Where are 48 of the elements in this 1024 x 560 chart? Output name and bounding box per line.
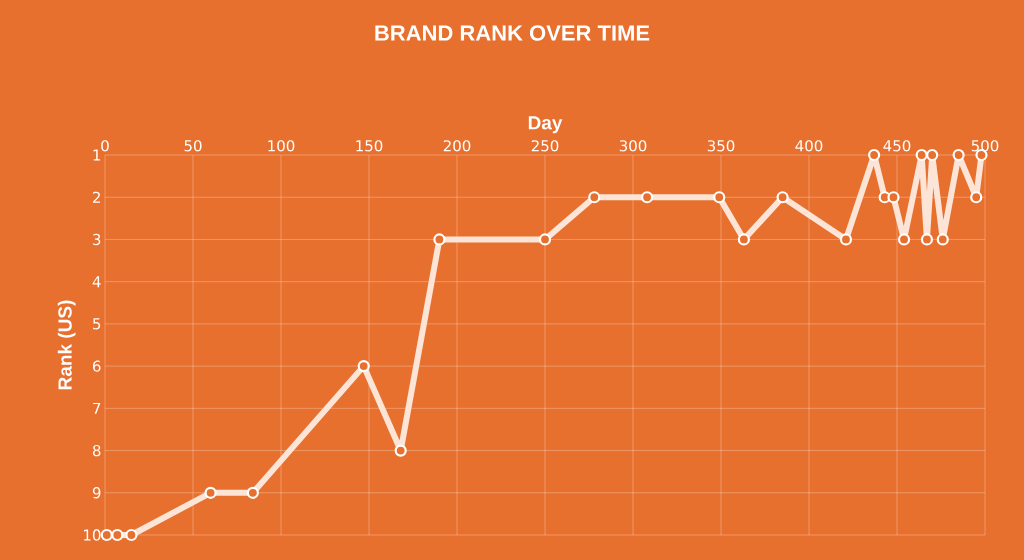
point — [538, 233, 552, 246]
point — [588, 191, 601, 204]
point — [125, 528, 138, 542]
point — [952, 148, 965, 162]
point — [887, 191, 900, 204]
point — [839, 233, 853, 246]
y-tick-label: 3 — [93, 233, 101, 246]
y-axis-title: Rank (US) — [57, 300, 76, 390]
x-tick-label: 450 — [883, 140, 911, 152]
point — [713, 191, 726, 204]
point — [970, 191, 983, 204]
x-tick-label: 500 — [971, 140, 999, 152]
y-tick-label: 10 — [84, 529, 101, 541]
y-tick-label: 8 — [92, 444, 101, 457]
y-tick-label: 5 — [93, 318, 101, 330]
point — [433, 233, 446, 246]
point — [640, 191, 654, 204]
x-tick-label: 350 — [707, 140, 735, 152]
point — [737, 233, 750, 246]
point — [936, 233, 949, 246]
x-tick-label: 400 — [795, 140, 823, 152]
y-tick-label: 1 — [93, 149, 101, 161]
x-tick-label: 50 — [184, 140, 202, 152]
point — [920, 233, 934, 246]
x-tick-label: 250 — [531, 140, 559, 152]
point — [868, 148, 881, 162]
point — [394, 444, 407, 457]
chart-title: BRAND RANK OVER TIME — [375, 25, 650, 41]
point — [100, 528, 113, 542]
point — [897, 233, 911, 246]
y-tick-label: 6 — [92, 360, 101, 372]
y-tick-label: 9 — [92, 487, 101, 499]
x-tick-label: 0 — [101, 140, 109, 152]
point — [204, 486, 217, 499]
point — [357, 360, 370, 373]
x-tick-label: 100 — [268, 140, 295, 152]
y-tick-label: 2 — [93, 191, 100, 203]
point — [246, 486, 259, 499]
x-axis-title: Day — [528, 116, 563, 134]
y-tick-label: 7 — [93, 402, 101, 414]
x-tick-label: 150 — [356, 140, 383, 152]
x-tick-label: 300 — [619, 140, 647, 152]
point — [776, 191, 789, 204]
y-tick-label: 4 — [92, 276, 101, 288]
x-tick-label: 200 — [443, 140, 471, 152]
point — [915, 148, 928, 162]
point — [926, 148, 939, 162]
point — [111, 528, 124, 542]
